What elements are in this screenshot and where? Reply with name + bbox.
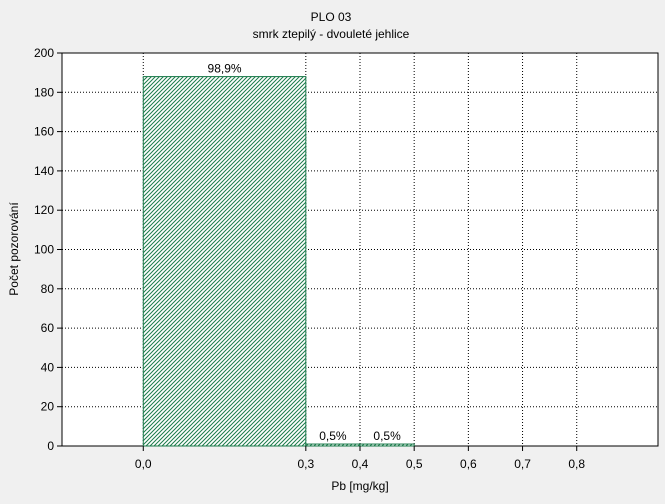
x-axis-label: Pb [mg/kg] — [331, 479, 388, 493]
x-tick-label: 0,3 — [297, 457, 314, 471]
bar-data-label: 0,5% — [319, 429, 347, 443]
y-tick-label: 40 — [41, 360, 55, 374]
bars — [142, 76, 415, 447]
x-tick-label: 0,7 — [514, 457, 531, 471]
x-tick-label: 0,8 — [568, 457, 585, 471]
histogram-bar — [305, 443, 361, 447]
bar-data-label: 0,5% — [373, 429, 401, 443]
chart-title: PLO 03 — [311, 10, 352, 24]
histogram-bar — [142, 76, 307, 447]
bar-labels: 98,9% 0,5% 0,5% — [208, 62, 402, 443]
y-tick-label: 80 — [41, 282, 55, 296]
y-tick-label: 60 — [41, 321, 55, 335]
y-tick-label: 0 — [47, 439, 54, 453]
y-tick-label: 120 — [34, 203, 54, 217]
x-tick-label: 0,6 — [460, 457, 477, 471]
x-axis-ticks: 0,0 0,3 0,4 0,5 0,6 0,7 0,8 — [135, 446, 585, 471]
y-tick-label: 160 — [34, 125, 54, 139]
y-tick-label: 100 — [34, 243, 54, 257]
x-tick-label: 0,0 — [135, 457, 152, 471]
y-axis-ticks: 0 20 40 60 80 100 120 140 160 180 200 — [34, 46, 62, 453]
x-tick-label: 0,4 — [352, 457, 369, 471]
bar-data-label: 98,9% — [208, 62, 242, 76]
x-tick-label: 0,5 — [406, 457, 423, 471]
y-tick-label: 20 — [41, 400, 55, 414]
y-axis-label: Počet pozorování — [7, 202, 21, 296]
y-tick-label: 140 — [34, 164, 54, 178]
chart-subtitle: smrk ztepilý - dvouleté jehlice — [253, 27, 410, 41]
y-tick-label: 200 — [34, 46, 54, 60]
y-tick-label: 180 — [34, 85, 54, 99]
histogram-bar — [359, 443, 415, 447]
